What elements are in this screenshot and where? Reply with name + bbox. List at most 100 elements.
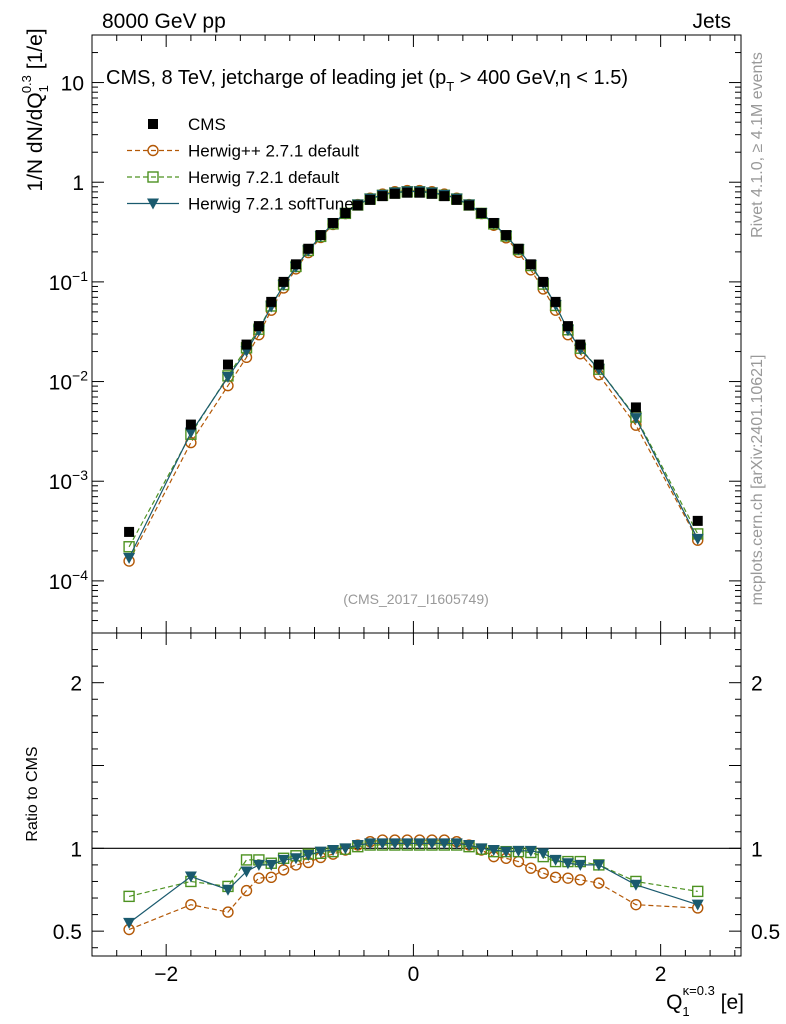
x-tick-label: −2 [154,963,178,986]
data-point [185,419,196,430]
y-tick-label: 10−3 [49,467,89,494]
legend-entry: Herwig 7.2.1 softTune [127,195,354,214]
data-point [340,208,351,219]
ratio-point [438,838,451,850]
ratio-point [537,867,549,879]
legend-label: CMS [188,115,226,134]
data-point [513,243,524,254]
ratio-point [221,884,234,896]
ratio-tick-label: 1 [70,838,82,861]
ratio-point [475,843,488,855]
ratio-point [630,898,642,911]
ratio-point [629,879,642,891]
ratio-point [339,843,352,855]
data-point [630,402,641,413]
legend-label: Herwig++ 2.7.1 default [188,142,359,161]
data-point [221,372,234,384]
ratio-point [388,838,401,850]
y-tick-label-base: 10 [49,372,72,395]
ratio-point [185,898,197,911]
data-point [488,217,499,228]
y-tick-label-exponent: −2 [72,368,88,384]
legend-entry: Herwig 7.2.1 default [127,168,339,187]
mcplots-label: mcplots.cern.ch [arXiv:2401.10621] [749,355,766,606]
ratio-point [425,838,438,850]
ratio-tick-label-right: 1 [751,838,763,861]
ratio-point [562,872,574,884]
ratio-point [500,846,513,858]
data-point [414,187,425,198]
ratio-tick-label: 2 [70,673,82,696]
ratio-point [289,853,302,865]
ratio-axis-label: Ratio to CMS [24,746,41,841]
ratio-point [376,838,389,850]
x-tick-label: 2 [655,963,667,986]
series-line-main [128,190,699,559]
y-axis-label-unit: [1/e] [24,28,47,75]
ratio-tick-label: 0.5 [53,921,82,944]
data-point [525,259,536,270]
ratio-point [549,854,562,866]
data-point [365,194,376,205]
ratio-point [525,862,537,874]
data-point [241,339,252,350]
series-0 [124,187,703,537]
data-point [476,208,487,219]
data-point [501,230,512,241]
ratio-point [692,885,704,898]
legend-marker [147,198,159,210]
data-point [426,188,437,199]
series-line-ratio [128,842,698,924]
rivet-version-label: Rivet 4.1.0, ≥ 4.1M events [749,52,766,238]
ratio-tick-label-right: 2 [751,673,763,696]
data-point [538,276,549,287]
y-tick-label: 1 [72,172,84,195]
header-left: 8000 GeV pp [102,10,226,33]
legend-marker [147,171,159,183]
y-tick-label-exponent: −4 [72,567,88,583]
ratio-point [561,858,574,870]
data-point [439,191,450,202]
series-2 [123,186,704,903]
ratio-point [240,854,253,866]
ratio-point [253,872,265,884]
ratio-point [549,871,562,884]
x-axis-label-main: Q [666,991,682,1014]
series-3 [123,186,704,929]
data-point [266,296,277,307]
series-1 [123,184,704,936]
data-point [451,194,462,205]
data-point [402,187,413,198]
ratio-point [691,899,704,911]
data-point [290,259,301,270]
y-axis-label-sub: 1 [36,85,51,92]
y-tick-label: 10−2 [49,368,89,395]
y-axis-label: 1/N dN/dQ10.3 [1/e] [19,28,51,191]
ratio-point [123,890,135,903]
data-point [352,200,363,211]
data-point [629,413,642,425]
ratio-point [512,845,525,857]
legend-marker [147,144,159,157]
data-point [464,200,475,211]
data-point [389,188,400,199]
y-tick-label-exponent: −1 [72,268,88,284]
ratio-point [240,884,253,897]
y-tick-label: 10 [61,73,84,96]
ratio-point [184,871,197,883]
ratio-point [413,838,426,850]
ratio-point [314,846,327,858]
ratio-frame [91,632,742,957]
ratio-point [240,866,253,878]
ratio-point [592,859,605,871]
ratio-point [252,859,265,871]
plot-title-rest: > 400 GeV,η < 1.5) [454,67,628,89]
data-point [253,321,264,332]
series-line-ratio [128,844,698,897]
data-point [303,243,314,254]
x-axis-label-sup: κ=0.3 [683,983,715,998]
data-point [124,526,135,537]
data-point [550,296,561,307]
data-point [593,359,604,370]
